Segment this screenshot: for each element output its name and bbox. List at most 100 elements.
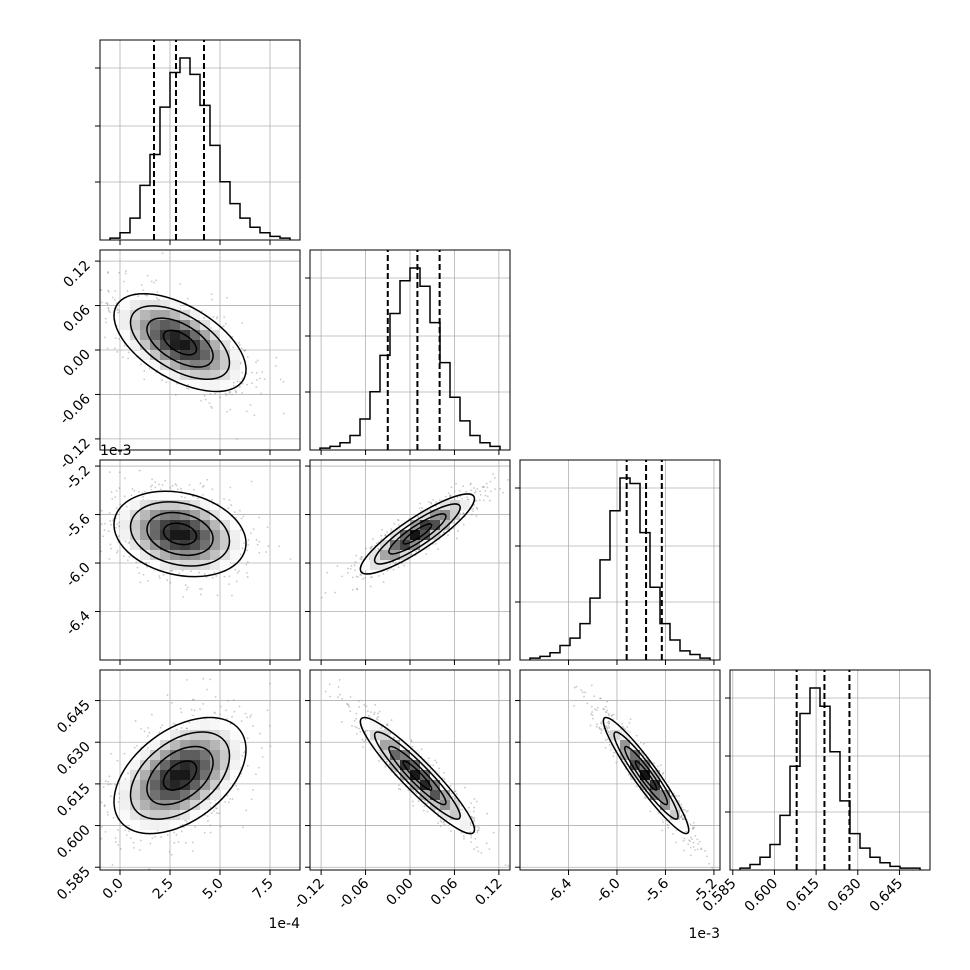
scatter-point — [357, 576, 359, 578]
scatter-point — [275, 356, 278, 359]
scatter-point — [115, 526, 117, 529]
hist-panel-1 — [305, 249, 511, 455]
scatter-point — [170, 569, 173, 572]
scatter-point — [360, 573, 363, 576]
density-cell — [160, 510, 170, 520]
density-cell — [150, 500, 160, 510]
scatter-point — [149, 485, 152, 488]
scatter-point — [95, 517, 97, 519]
density-cell — [210, 760, 220, 770]
scatter-point — [449, 494, 451, 497]
scatter-point — [106, 302, 109, 304]
scatter-point — [142, 495, 144, 498]
scatter-point — [380, 727, 383, 730]
scatter-point — [476, 846, 479, 849]
density-cell — [190, 510, 200, 520]
scatter-point — [341, 697, 344, 700]
density-cell — [130, 770, 140, 780]
density-cell — [170, 540, 180, 550]
scatter-point — [364, 576, 367, 579]
density-cell — [180, 800, 190, 810]
scatter-point — [227, 507, 230, 509]
scatter-point — [225, 709, 227, 712]
scatter-point — [236, 380, 239, 383]
scatter-point — [443, 823, 446, 826]
scatter-point — [390, 719, 393, 721]
scatter-point — [231, 393, 233, 396]
scatter-point — [155, 279, 158, 282]
density-cell — [190, 780, 200, 790]
density-cell — [140, 780, 150, 790]
scatter-point — [452, 795, 454, 798]
scatter-point — [109, 311, 111, 314]
density-cell — [210, 540, 220, 550]
density-cell — [220, 350, 230, 360]
scatter-point — [256, 359, 259, 362]
density-cell — [210, 780, 220, 790]
scatter-point — [138, 849, 141, 851]
density-cell — [140, 300, 150, 310]
scatter-point — [115, 507, 118, 510]
density-cell — [210, 340, 220, 350]
scatter-point — [243, 750, 246, 753]
scatter-point — [369, 585, 372, 588]
scatter-point — [117, 311, 120, 314]
scatter-point — [98, 546, 100, 548]
contour-line — [373, 503, 461, 565]
density-cell — [140, 510, 150, 520]
density-cell — [170, 750, 180, 760]
scatter-point — [359, 730, 362, 733]
density-cell — [220, 540, 230, 550]
scatter-point — [393, 737, 396, 739]
density-cell — [220, 560, 230, 570]
density-cell — [150, 550, 160, 560]
scatter-point — [149, 842, 152, 845]
scatter-point — [210, 293, 213, 296]
scatter-point — [260, 747, 263, 750]
scatter-point — [122, 280, 125, 283]
scatter-point — [430, 501, 433, 504]
scatter-point — [365, 705, 368, 708]
scatter-point — [380, 534, 383, 537]
scatter-point — [411, 745, 414, 748]
scatter-point — [268, 724, 271, 727]
scatter-point — [320, 596, 323, 599]
scatter-point — [109, 519, 112, 522]
scatter-point — [193, 709, 196, 712]
density-cell — [150, 560, 160, 570]
scatter-point — [236, 571, 239, 574]
scatter-point — [455, 798, 457, 800]
scatter-point — [473, 848, 476, 851]
scatter-point — [214, 695, 217, 698]
scatter-point — [239, 361, 242, 364]
scatter-point — [239, 529, 242, 532]
scatter-point — [382, 581, 385, 583]
density-cell — [190, 530, 200, 540]
scatter-point — [122, 356, 124, 359]
scatter-point — [229, 486, 232, 489]
scatter-point — [417, 515, 419, 518]
density-cell — [170, 510, 180, 520]
scatter-point — [185, 588, 188, 591]
density-cell — [170, 370, 180, 380]
scatter-point — [463, 837, 465, 840]
density-cell — [230, 540, 240, 550]
scatter-point — [358, 700, 360, 702]
scatter-point — [226, 410, 229, 413]
scatter-point — [40, 295, 42, 297]
density-cell — [190, 810, 200, 820]
density-cell — [230, 730, 240, 740]
scatter-point — [147, 726, 150, 729]
scatter-point — [282, 380, 285, 383]
scatter-point — [138, 572, 141, 575]
scatter-point — [336, 565, 339, 567]
scatter-point — [127, 351, 130, 354]
scatter-point — [240, 347, 243, 350]
scatter-point — [124, 829, 127, 832]
scatter-point — [258, 377, 261, 380]
scatter-point — [476, 831, 479, 834]
scatter-point — [150, 280, 153, 283]
density-cell — [170, 350, 180, 360]
scatter-point — [94, 745, 96, 747]
